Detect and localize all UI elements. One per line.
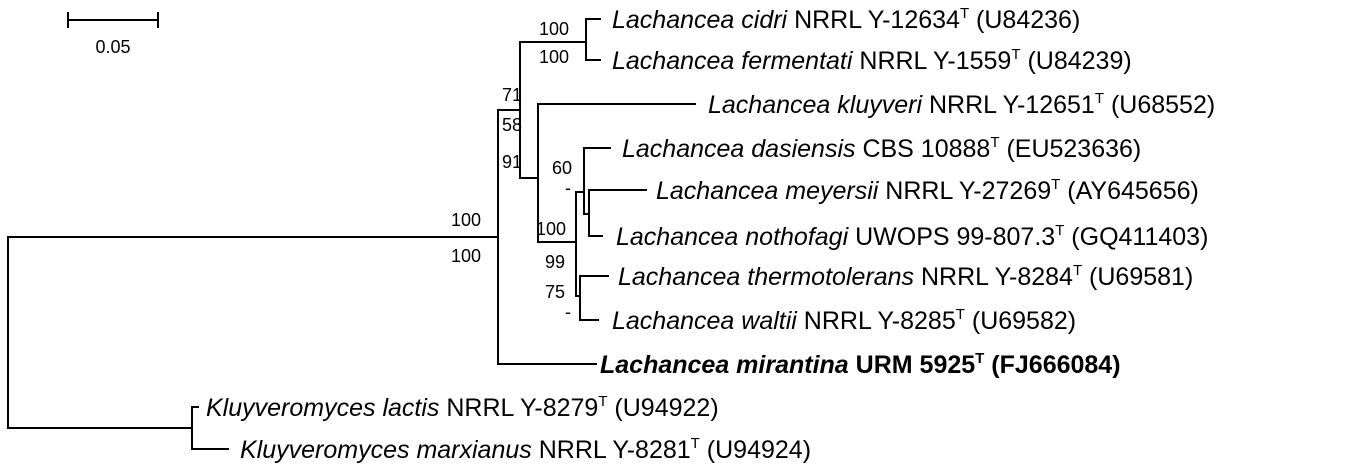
accession-number: (U94924) bbox=[700, 436, 811, 464]
accession-number: (GQ411403) bbox=[1064, 223, 1208, 251]
accession-number: (EU523636) bbox=[1000, 135, 1142, 163]
taxon-label: Kluyveromyces lactis NRRL Y-8279T (U9492… bbox=[206, 393, 719, 422]
scale-bar-label: 0.05 bbox=[95, 37, 130, 57]
taxon-label: Lachancea kluyveri NRRL Y-12651T (U68552… bbox=[708, 90, 1215, 119]
taxon-name: Kluyveromyces lactis bbox=[206, 394, 439, 422]
bootstrap-value: 100 bbox=[536, 219, 566, 239]
taxon-name: Lachancea fermentati bbox=[612, 47, 854, 75]
bootstrap-value: 71 bbox=[502, 85, 522, 105]
taxon-name: Lachancea mirantina bbox=[600, 351, 849, 379]
strain-id: NRRL Y-27269 bbox=[878, 177, 1051, 205]
bootstrap-value: 100 bbox=[539, 19, 569, 39]
taxon-label: Lachancea nothofagi UWOPS 99-807.3T (GQ4… bbox=[616, 222, 1208, 251]
taxon-label: Lachancea thermotolerans NRRL Y-8284T (U… bbox=[618, 262, 1193, 291]
taxon-name: Lachancea kluyveri bbox=[708, 91, 923, 119]
strain-id: NRRL Y-8281 bbox=[532, 436, 691, 464]
strain-id: NRRL Y-8279 bbox=[439, 394, 598, 422]
strain-id: UWOPS 99-807.3 bbox=[848, 223, 1055, 251]
accession-number: (U68552) bbox=[1104, 91, 1215, 119]
taxon-name: Lachancea waltii bbox=[612, 307, 798, 335]
type-strain-mark: T bbox=[956, 306, 965, 323]
bootstrap-value: 60 bbox=[552, 158, 572, 178]
type-strain-mark: T bbox=[975, 350, 984, 367]
bootstrap-values: 100 100 71 58 91 60 - 100 99 75 - 100 10… bbox=[451, 19, 572, 322]
taxon-name: Lachancea cidri bbox=[612, 6, 789, 34]
accession-number: (U84239) bbox=[1021, 47, 1132, 75]
bootstrap-value: - bbox=[565, 302, 571, 322]
type-strain-mark: T bbox=[960, 5, 969, 22]
type-strain-mark: T bbox=[1011, 46, 1020, 63]
type-strain-mark: T bbox=[1055, 222, 1064, 239]
type-strain-mark: T bbox=[598, 393, 607, 410]
taxon-name: Lachancea thermotolerans bbox=[618, 263, 914, 291]
accession-number: (U69582) bbox=[965, 307, 1076, 335]
strain-id: NRRL Y-12634 bbox=[787, 6, 960, 34]
taxon-label: Kluyveromyces marxianus NRRL Y-8281T (U9… bbox=[240, 435, 811, 464]
scale-bar: 0.05 bbox=[67, 12, 159, 57]
type-strain-mark: T bbox=[1051, 176, 1060, 193]
bootstrap-value: 91 bbox=[502, 152, 522, 172]
taxon-label: Lachancea dasiensis CBS 10888T (EU523636… bbox=[622, 134, 1141, 163]
taxon-label: Lachancea fermentati NRRL Y-1559T (U8423… bbox=[612, 46, 1132, 75]
type-strain-mark: T bbox=[1073, 262, 1082, 279]
type-strain-mark: T bbox=[1095, 90, 1104, 107]
taxon-label: Lachancea meyersii NRRL Y-27269T (AY6456… bbox=[656, 176, 1199, 205]
taxon-label: Lachancea waltii NRRL Y-8285T (U69582) bbox=[612, 306, 1076, 335]
accession-number: (FJ666084) bbox=[984, 351, 1120, 379]
bootstrap-value: 99 bbox=[545, 252, 565, 272]
bootstrap-value: 100 bbox=[539, 47, 569, 67]
bootstrap-value: 75 bbox=[545, 282, 565, 302]
taxon-label: Lachancea mirantina URM 5925T (FJ666084) bbox=[600, 350, 1121, 379]
taxon-name: Lachancea dasiensis bbox=[622, 135, 856, 163]
type-strain-mark: T bbox=[990, 134, 999, 151]
taxon-label: Lachancea cidri NRRL Y-12634T (U84236) bbox=[612, 5, 1080, 34]
taxon-labels: Lachancea cidri NRRL Y-12634T (U84236)La… bbox=[206, 5, 1215, 464]
bootstrap-value: 100 bbox=[451, 210, 481, 230]
accession-number: (AY645656) bbox=[1060, 177, 1199, 205]
strain-id: NRRL Y-1559 bbox=[852, 47, 1011, 75]
taxon-name: Lachancea meyersii bbox=[656, 177, 880, 205]
type-strain-mark: T bbox=[691, 435, 700, 452]
bootstrap-value: 58 bbox=[502, 115, 522, 135]
strain-id: NRRL Y-12651 bbox=[922, 91, 1095, 119]
accession-number: (U94922) bbox=[607, 394, 718, 422]
strain-id: URM 5925 bbox=[849, 351, 976, 379]
accession-number: (U84236) bbox=[969, 6, 1080, 34]
taxon-name: Lachancea nothofagi bbox=[616, 223, 850, 251]
strain-id: CBS 10888 bbox=[856, 135, 991, 163]
strain-id: NRRL Y-8285 bbox=[797, 307, 956, 335]
bootstrap-value: 100 bbox=[451, 246, 481, 266]
strain-id: NRRL Y-8284 bbox=[914, 263, 1073, 291]
bootstrap-value: - bbox=[565, 178, 571, 198]
taxon-name: Kluyveromyces marxianus bbox=[240, 436, 532, 464]
tree-branches bbox=[7, 18, 696, 450]
accession-number: (U69581) bbox=[1082, 263, 1193, 291]
